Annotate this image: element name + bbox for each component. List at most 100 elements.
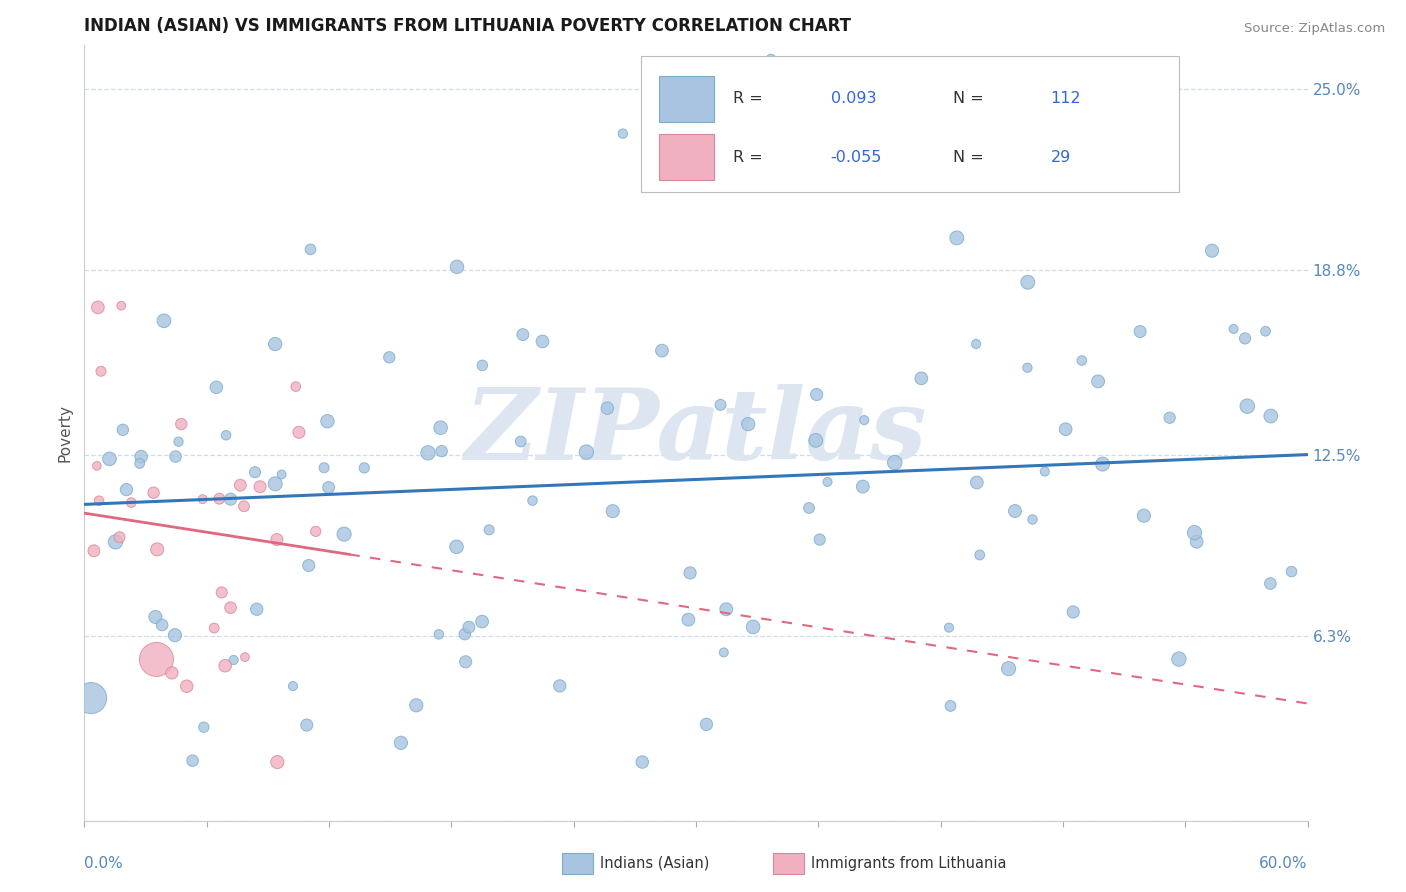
Point [548, 679, 571, 693]
Point [1129, 325, 1152, 339]
Text: R =: R = [733, 150, 762, 165]
FancyBboxPatch shape [641, 56, 1180, 192]
Point [1017, 275, 1039, 289]
Point [1018, 161, 1040, 176]
Point [233, 650, 256, 665]
Point [1087, 375, 1109, 389]
Point [1062, 605, 1084, 619]
Point [219, 492, 242, 507]
Point [797, 501, 820, 516]
Point [104, 535, 127, 549]
Point [215, 428, 238, 442]
Point [1234, 331, 1257, 345]
Point [211, 585, 233, 599]
Point [1254, 324, 1277, 338]
Text: 0.0%: 0.0% [84, 855, 124, 871]
Point [808, 533, 831, 547]
Point [1133, 508, 1156, 523]
Point [737, 417, 759, 431]
Point [429, 420, 451, 434]
Point [115, 483, 138, 497]
Text: N =: N = [953, 150, 984, 165]
Text: Immigrants from Lithuania: Immigrants from Lithuania [811, 856, 1007, 871]
Point [938, 621, 960, 635]
Point [806, 387, 828, 401]
Point [163, 628, 186, 642]
Point [299, 243, 322, 257]
Point [111, 423, 134, 437]
Point [883, 456, 905, 470]
Point [969, 548, 991, 562]
Point [678, 613, 700, 627]
Point [1004, 504, 1026, 518]
Point [1281, 565, 1303, 579]
Point [181, 754, 204, 768]
Point [264, 476, 287, 491]
Point [246, 602, 269, 616]
Point [110, 299, 132, 313]
Point [284, 379, 307, 393]
Point [83, 543, 105, 558]
Point [965, 337, 987, 351]
Point [853, 413, 876, 427]
Point [471, 615, 494, 629]
Point [129, 450, 152, 464]
Point [478, 523, 501, 537]
Point [160, 665, 183, 680]
Point [446, 260, 468, 274]
Text: 112: 112 [1050, 91, 1081, 106]
Point [87, 301, 110, 315]
Point [191, 492, 214, 507]
Point [1222, 322, 1244, 336]
Text: ZIPatlas: ZIPatlas [465, 384, 927, 481]
Text: 60.0%: 60.0% [1260, 855, 1308, 871]
Point [1185, 534, 1208, 549]
Point [695, 717, 717, 731]
Point [153, 314, 176, 328]
Point [108, 530, 131, 544]
Point [208, 491, 231, 506]
Point [716, 602, 738, 616]
Point [471, 359, 494, 373]
Point [509, 434, 531, 449]
Point [270, 467, 292, 482]
Point [430, 444, 453, 458]
Y-axis label: Poverty: Poverty [58, 403, 73, 462]
Point [446, 540, 468, 554]
Point [120, 495, 142, 509]
Text: N =: N = [953, 91, 984, 106]
Point [145, 610, 167, 624]
Text: Indians (Asian): Indians (Asian) [600, 856, 710, 871]
Text: Source: ZipAtlas.com: Source: ZipAtlas.com [1244, 22, 1385, 36]
Point [170, 417, 193, 431]
FancyBboxPatch shape [659, 134, 714, 180]
Point [1260, 576, 1282, 591]
Point [512, 327, 534, 342]
Point [229, 478, 252, 492]
Point [333, 527, 356, 541]
Point [249, 480, 271, 494]
Point [759, 52, 782, 66]
Point [835, 164, 858, 178]
Point [1091, 457, 1114, 471]
Point [1017, 360, 1039, 375]
Point [651, 343, 673, 358]
Point [575, 445, 598, 459]
Point [1201, 244, 1223, 258]
Point [966, 475, 988, 490]
Point [214, 658, 236, 673]
Point [602, 504, 624, 518]
Point [531, 334, 554, 349]
Point [243, 465, 266, 479]
Point [298, 558, 321, 573]
Point [1184, 525, 1206, 540]
Point [713, 645, 735, 659]
Point [295, 718, 318, 732]
FancyBboxPatch shape [659, 76, 714, 122]
Point [821, 167, 844, 181]
Point [454, 627, 477, 641]
Point [288, 425, 311, 440]
Point [427, 627, 450, 641]
Point [264, 337, 287, 351]
Point [612, 127, 634, 141]
